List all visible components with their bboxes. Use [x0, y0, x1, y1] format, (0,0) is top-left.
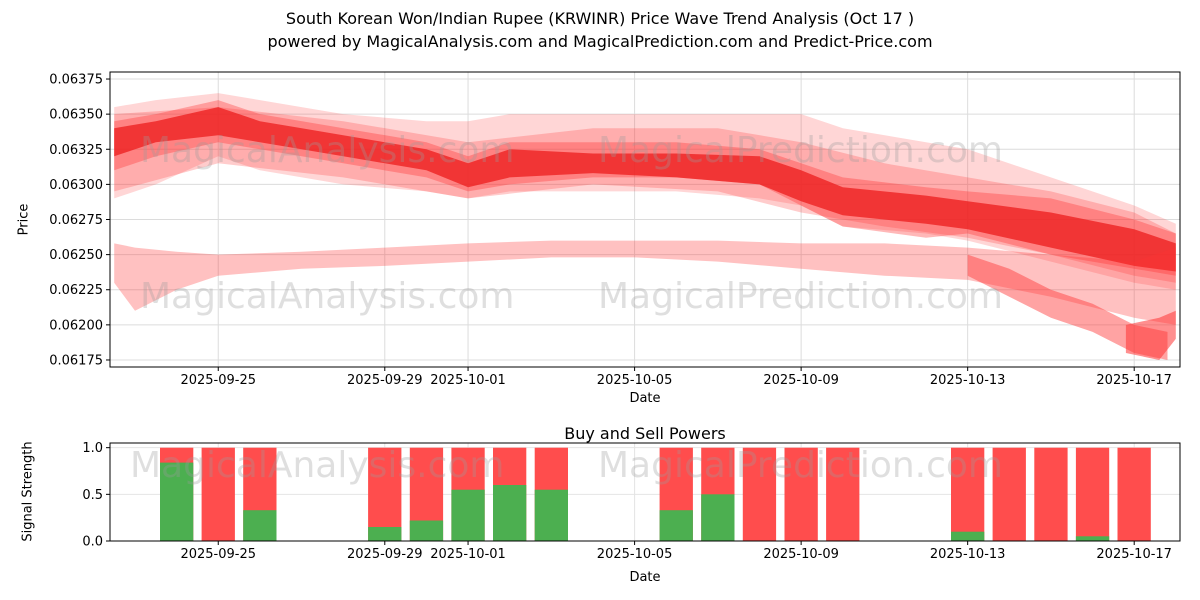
buy-power-bar: [951, 531, 985, 541]
price-ytick-label: 0.06250: [49, 248, 103, 263]
watermark: MagicalPrediction.com: [598, 445, 1003, 486]
price-xtick-label: 2025-09-25: [180, 373, 256, 388]
price-ytick-label: 0.06350: [49, 108, 103, 123]
price-ytick-label: 0.06300: [49, 178, 103, 193]
price-ytick-label: 0.06200: [49, 318, 103, 333]
power-xtick-label: 2025-09-29: [347, 547, 423, 562]
power-ytick-label: 0.5: [82, 488, 103, 503]
power-xtick-label: 2025-10-17: [1096, 547, 1172, 562]
price-ytick-label: 0.06225: [49, 283, 103, 298]
figure-title: South Korean Won/Indian Rupee (KRWINR) P…: [0, 7, 1200, 53]
sell-power-bar: [1117, 447, 1151, 541]
power-x-axis-label: Date: [629, 570, 661, 585]
price-ytick-label: 0.06375: [49, 73, 103, 88]
sell-power-bar: [784, 447, 818, 541]
power-xtick-label: 2025-09-25: [180, 547, 256, 562]
power-plot-border: [109, 442, 1181, 542]
signal-strength-y-axis-label: Signal Strength: [20, 441, 36, 542]
sell-power-bar: [951, 447, 985, 541]
sell-power-bar: [201, 447, 235, 541]
buy-power-bar: [451, 489, 485, 541]
core-trend-band: [114, 107, 1176, 272]
price-chart: MagicalAnalysis.com MagicalPrediction.com…: [49, 71, 1181, 388]
title-line-1: South Korean Won/Indian Rupee (KRWINR) P…: [285, 9, 915, 28]
watermark: MagicalPrediction.com: [598, 276, 1003, 317]
sell-power-bar: [1075, 447, 1110, 541]
price-xtick-label: 2025-10-09: [763, 373, 839, 388]
power-xtick-label: 2025-10-09: [763, 547, 839, 562]
end-blob-band: [1125, 310, 1176, 360]
watermark: MagicalAnalysis.com: [140, 130, 514, 171]
price-xtick-label: 2025-10-17: [1096, 373, 1172, 388]
buy-power-bar: [659, 510, 693, 541]
price-xtick-label: 2025-10-01: [430, 373, 506, 388]
power-chart: MagicalAnalysis.com MagicalPrediction.com…: [82, 441, 1181, 562]
buy-power-bar: [368, 527, 402, 541]
buy-power-bar: [1075, 536, 1110, 541]
watermark: MagicalAnalysis.com: [140, 276, 514, 317]
price-ytick-label: 0.06275: [49, 213, 103, 228]
power-xtick-label: 2025-10-05: [597, 547, 673, 562]
power-ytick-label: 1.0: [82, 441, 103, 456]
price-ytick-label: 0.06175: [49, 353, 103, 368]
buy-power-bar: [409, 520, 444, 541]
price-xtick-label: 2025-10-05: [597, 373, 673, 388]
buy-power-bar: [701, 494, 735, 541]
buy-power-bar: [160, 462, 194, 541]
buy-sell-powers-title: Buy and Sell Powers: [564, 424, 726, 443]
buy-power-bar: [534, 489, 568, 541]
power-xtick-label: 2025-10-01: [430, 547, 506, 562]
price-ytick-label: 0.06325: [49, 143, 103, 158]
sell-power-bar: [992, 447, 1026, 541]
sell-power-bar: [368, 447, 402, 541]
power-xtick-label: 2025-10-13: [930, 547, 1006, 562]
lower-band: [114, 240, 1176, 325]
buy-power-bar: [243, 510, 277, 541]
watermark: MagicalAnalysis.com: [130, 445, 504, 486]
price-y-axis-label: Price: [16, 203, 32, 236]
sell-power-bar: [1034, 447, 1068, 541]
price-x-axis-label: Date: [629, 391, 661, 406]
watermark: MagicalPrediction.com: [598, 130, 1003, 171]
sell-power-bar: [742, 447, 777, 541]
price-xtick-label: 2025-09-29: [347, 373, 423, 388]
sell-power-bar: [826, 447, 860, 541]
steep-decline-band: [967, 254, 1168, 360]
power-ytick-label: 0.0: [82, 535, 103, 550]
buy-power-bar: [493, 485, 527, 541]
price-xtick-label: 2025-10-13: [930, 373, 1006, 388]
title-line-2: powered by MagicalAnalysis.com and Magic…: [267, 32, 933, 51]
